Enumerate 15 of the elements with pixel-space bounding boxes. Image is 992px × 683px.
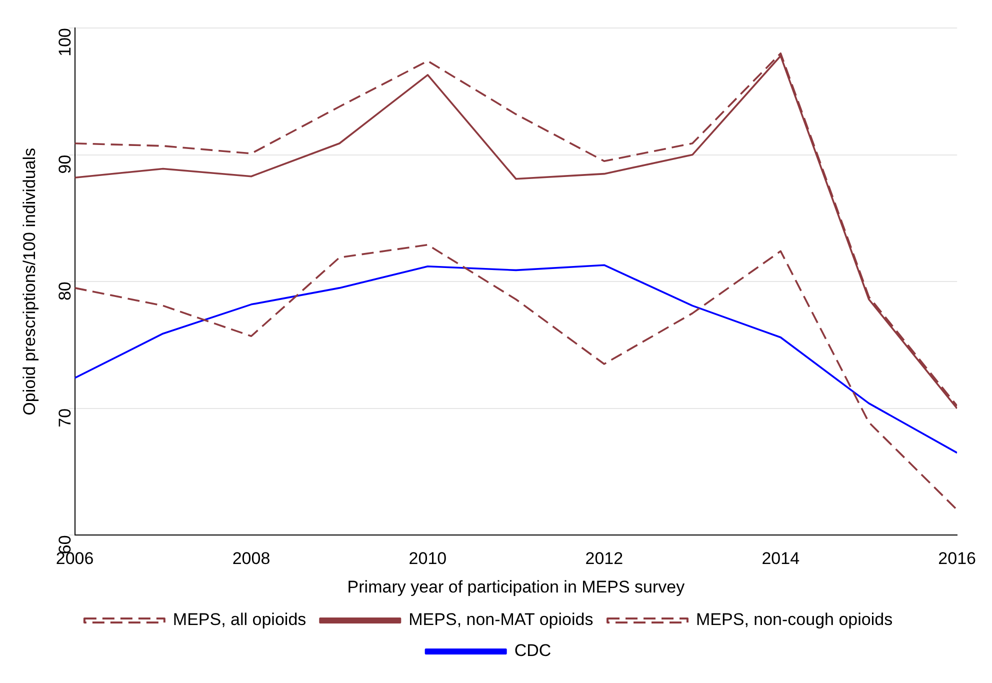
x-axis-title: Primary year of participation in MEPS survey: [347, 577, 686, 596]
legend-label: MEPS, all opioids: [172, 610, 306, 630]
y-tick-label: 100: [55, 28, 74, 56]
x-tick-label: 2010: [408, 549, 447, 568]
y-axis-title: Opioid prescriptions/100 individuals: [20, 148, 39, 416]
x-tick-label: 2012: [585, 549, 624, 568]
legend-label: CDC: [514, 641, 552, 660]
x-tick-label: 2014: [762, 549, 800, 568]
y-tick-label: 70: [55, 408, 74, 428]
legend-label: MEPS, non-MAT opioids: [408, 610, 594, 630]
y-tick-label: 90: [55, 154, 74, 174]
x-tick-label: 2008: [232, 549, 270, 568]
legend-label: MEPS, non-cough opioids: [696, 610, 893, 630]
x-tick-label: 2016: [938, 549, 976, 568]
y-tick-label: 80: [55, 282, 74, 301]
